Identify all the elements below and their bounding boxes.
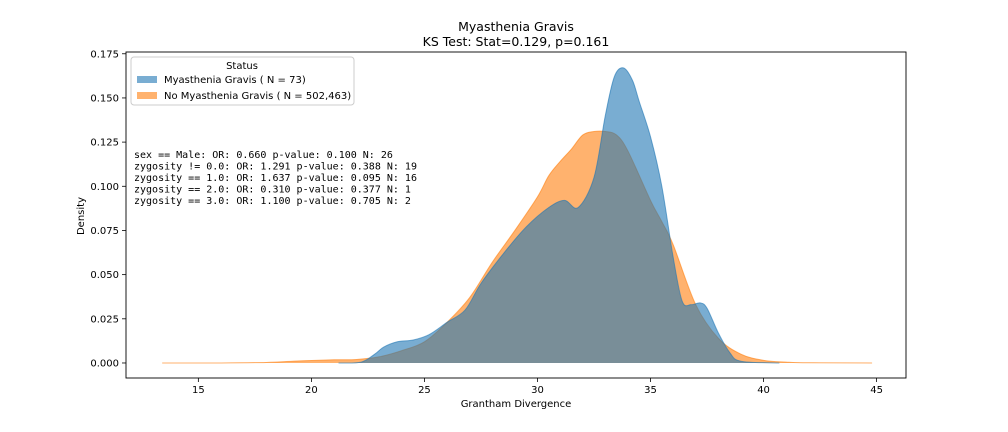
chart-subtitle: KS Test: Stat=0.129, p=0.161 <box>423 34 610 49</box>
x-tick-label: 20 <box>305 385 318 396</box>
annotation-line: zygosity == 2.0: OR: 0.310 p-value: 0.37… <box>134 185 411 196</box>
legend-swatch-no-myasthenia <box>137 92 157 99</box>
legend-label-no-myasthenia: No Myasthenia Gravis ( N = 502,463) <box>164 91 351 102</box>
legend: Status Myasthenia Gravis ( N = 73) No My… <box>130 56 355 106</box>
y-tick-label: 0.000 <box>90 358 119 369</box>
annotation-line: zygosity == 1.0: OR: 1.637 p-value: 0.09… <box>134 173 417 184</box>
y-axis-ticks: 0.000 0.025 0.050 0.075 0.100 0.125 0.150 0.175 <box>90 49 126 369</box>
x-tick-label: 25 <box>418 385 431 396</box>
y-tick-label: 0.075 <box>90 226 119 237</box>
x-tick-label: 15 <box>192 385 205 396</box>
legend-swatch-myasthenia <box>137 76 157 83</box>
y-tick-label: 0.025 <box>90 314 119 325</box>
x-axis-ticks: 15 20 25 30 35 40 45 <box>192 378 883 396</box>
x-tick-label: 45 <box>870 385 883 396</box>
y-tick-label: 0.100 <box>90 182 119 193</box>
x-tick-label: 40 <box>757 385 770 396</box>
x-tick-label: 35 <box>644 385 657 396</box>
annotation-line: zygosity == 3.0: OR: 1.100 p-value: 0.70… <box>134 196 411 207</box>
y-tick-label: 0.125 <box>90 138 119 149</box>
y-tick-label: 0.050 <box>90 270 119 281</box>
x-tick-label: 30 <box>531 385 544 396</box>
chart-title: Myasthenia Gravis <box>458 19 574 34</box>
legend-title: Status <box>226 61 258 72</box>
x-axis-label: Grantham Divergence <box>461 399 572 410</box>
odds-ratio-annotations: sex == Male: OR: 0.660 p-value: 0.100 N:… <box>134 150 417 207</box>
y-tick-label: 0.175 <box>90 49 119 60</box>
density-line-1 <box>338 67 780 364</box>
y-axis-label: Density <box>76 197 87 235</box>
density-curves <box>162 67 873 364</box>
annotation-line: zygosity != 0.0: OR: 1.291 p-value: 0.38… <box>134 162 417 173</box>
density-area-1 <box>338 67 780 364</box>
plot-frame <box>125 51 907 379</box>
annotation-line: sex == Male: OR: 0.660 p-value: 0.100 N:… <box>134 150 393 161</box>
legend-box <box>130 56 355 106</box>
legend-label-myasthenia: Myasthenia Gravis ( N = 73) <box>164 75 306 86</box>
y-tick-label: 0.150 <box>90 93 119 104</box>
